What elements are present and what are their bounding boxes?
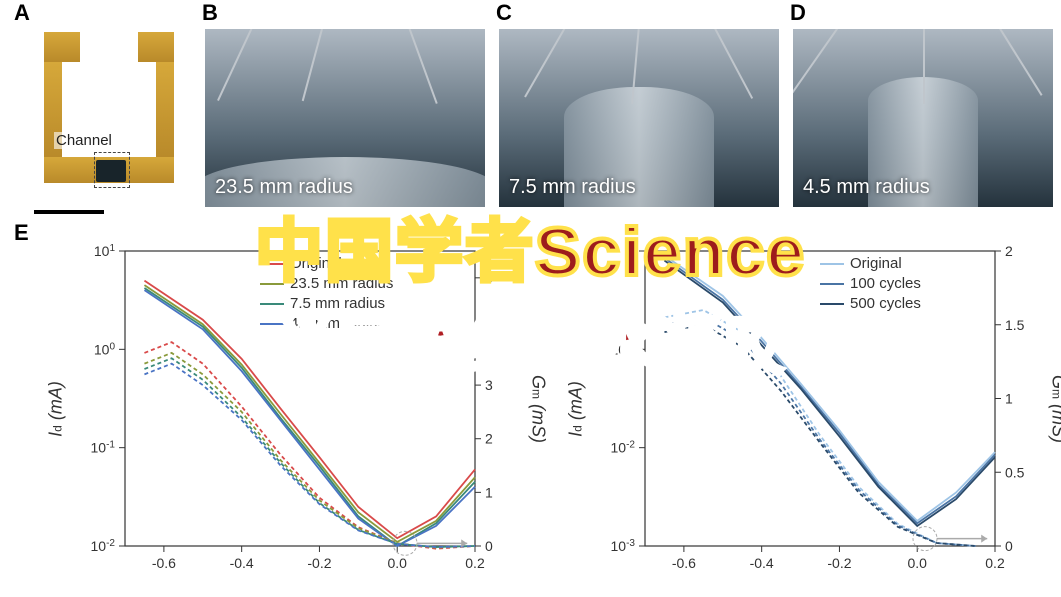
scale-bar xyxy=(34,210,104,214)
svg-text:10-1: 10-1 xyxy=(91,439,116,456)
svg-text:1: 1 xyxy=(1005,391,1013,407)
svg-text:0.5: 0.5 xyxy=(1005,464,1025,480)
legend-item: 500 cycles xyxy=(820,294,921,314)
svg-text:2: 2 xyxy=(1005,243,1013,259)
svg-text:-0.4: -0.4 xyxy=(750,555,774,571)
panel-c-photo: 7.5 mm radius xyxy=(498,28,780,208)
chart-right-ylabel-left: Id (mA) xyxy=(565,381,586,437)
panel-d-photo: 4.5 mm radius xyxy=(792,28,1054,208)
panel-a-device: Channel xyxy=(34,32,184,202)
top-figure-row: Channel 23.5 mm radius 7.5 mm radius 4.5… xyxy=(0,18,1061,200)
svg-text:-0.2: -0.2 xyxy=(307,555,331,571)
svg-text:10-2: 10-2 xyxy=(91,538,116,555)
chart-right-legend: Original100 cycles500 cycles xyxy=(820,254,921,314)
legend-item: Original xyxy=(820,254,921,274)
svg-text:0.2: 0.2 xyxy=(465,555,485,571)
chart-left-ylabel-left: Id (mA) xyxy=(45,381,66,437)
svg-text:0.0: 0.0 xyxy=(907,555,927,571)
svg-text:0: 0 xyxy=(485,538,493,554)
svg-text:10-3: 10-3 xyxy=(611,538,636,555)
headline-line1: 中国学者Science xyxy=(255,196,806,295)
svg-text:10-2: 10-2 xyxy=(611,439,636,456)
svg-text:1: 1 xyxy=(485,484,493,500)
svg-text:0: 0 xyxy=(1005,538,1013,554)
svg-text:100: 100 xyxy=(94,341,116,358)
svg-text:-0.6: -0.6 xyxy=(152,555,176,571)
svg-text:2: 2 xyxy=(485,431,493,447)
channel-label: Channel xyxy=(54,132,114,149)
svg-text:0.0: 0.0 xyxy=(387,555,407,571)
svg-text:0.2: 0.2 xyxy=(985,555,1005,571)
svg-text:-0.2: -0.2 xyxy=(827,555,851,571)
svg-text:101: 101 xyxy=(94,243,116,260)
legend-item: 100 cycles xyxy=(820,274,921,294)
chart-right-ylabel-right: Gm (mS) xyxy=(1047,374,1061,442)
svg-text:1.5: 1.5 xyxy=(1005,317,1025,333)
panel-b-photo: 23.5 mm radius xyxy=(204,28,486,208)
headline-line2: 半导体结合水凝胶 xyxy=(274,296,786,386)
svg-text:-0.4: -0.4 xyxy=(230,555,254,571)
photo-caption-d: 4.5 mm radius xyxy=(803,176,930,199)
svg-text:-0.6: -0.6 xyxy=(672,555,696,571)
device-illustration: Channel xyxy=(34,32,184,182)
